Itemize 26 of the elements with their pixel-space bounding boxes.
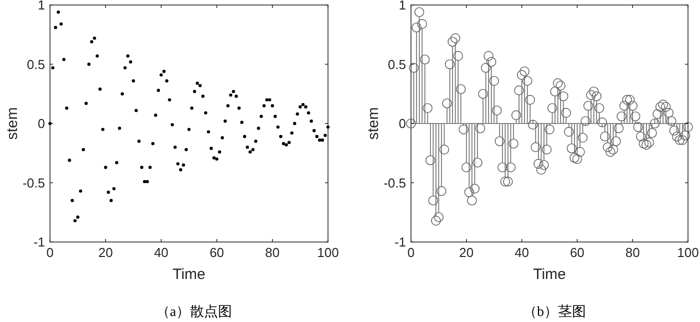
y-tick-label: -1 [33,234,45,250]
x-tick-label: 100 [317,245,339,260]
x-tick-label: 20 [98,245,113,260]
x-axis-title: Time [172,266,206,283]
y-tick-label: 1 [38,0,45,12]
y-axis-title: stem [365,107,382,140]
x-tick-label: 60 [210,245,224,260]
x-tick-label: 40 [514,245,530,260]
x-tick-label: 80 [265,245,280,260]
y-tick-label: 1 [398,0,406,12]
x-tick-label: 60 [570,245,584,260]
y-tick-label: 0 [38,116,45,131]
y-tick-label: 0 [398,116,406,131]
y-tick-label: 0.5 [26,56,45,72]
text: （a）散点图 [156,304,232,320]
y-axis-title: stem [4,107,21,140]
text: （b）茎图 [523,304,586,320]
y-tick-label: -0.5 [384,175,406,190]
x-axis-title: Time [533,266,566,283]
x-tick-label: 20 [459,245,474,260]
x-tick-label: 80 [625,245,640,260]
y-tick-label: -0.5 [22,175,45,190]
y-tick-label: -1 [394,234,406,250]
x-tick-label: 40 [154,245,168,260]
x-tick-label: 100 [677,245,699,260]
y-tick-label: 0.5 [388,56,406,72]
